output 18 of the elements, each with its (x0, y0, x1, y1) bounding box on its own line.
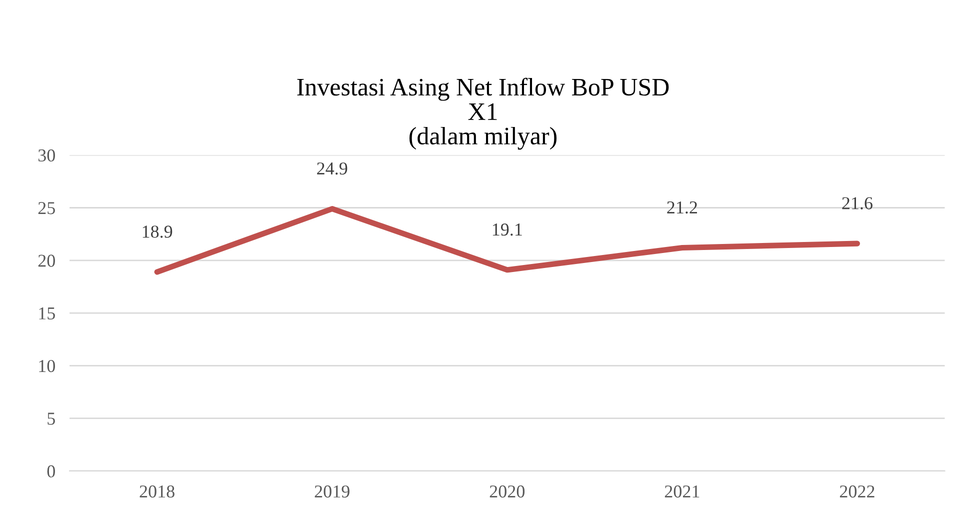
data-label: 21.6 (842, 197, 872, 210)
chart-title: Investasi Asing Net Inflow BoP USD X1 (dalam milyar) (297, 78, 669, 150)
x-tick-label: 2018 (140, 485, 174, 498)
x-tick-label: 2022 (840, 485, 874, 498)
data-label: 19.1 (492, 224, 522, 236)
y-tick-label: 15 (39, 307, 55, 320)
data-label: 24.9 (317, 162, 348, 175)
y-tick-label: 25 (38, 202, 55, 214)
data-label: 21.2 (667, 201, 697, 214)
y-tick-label: 5 (48, 412, 55, 425)
y-tick-label: 0 (47, 465, 55, 478)
x-tick-label: 2020 (490, 485, 525, 498)
x-tick-label: 2021 (664, 485, 700, 498)
x-tick-label: 2019 (314, 485, 350, 498)
y-tick-label: 20 (38, 254, 55, 267)
y-tick-label: 10 (39, 360, 55, 372)
y-tick-label: 30 (38, 149, 55, 162)
data-label: 18.9 (142, 226, 172, 238)
